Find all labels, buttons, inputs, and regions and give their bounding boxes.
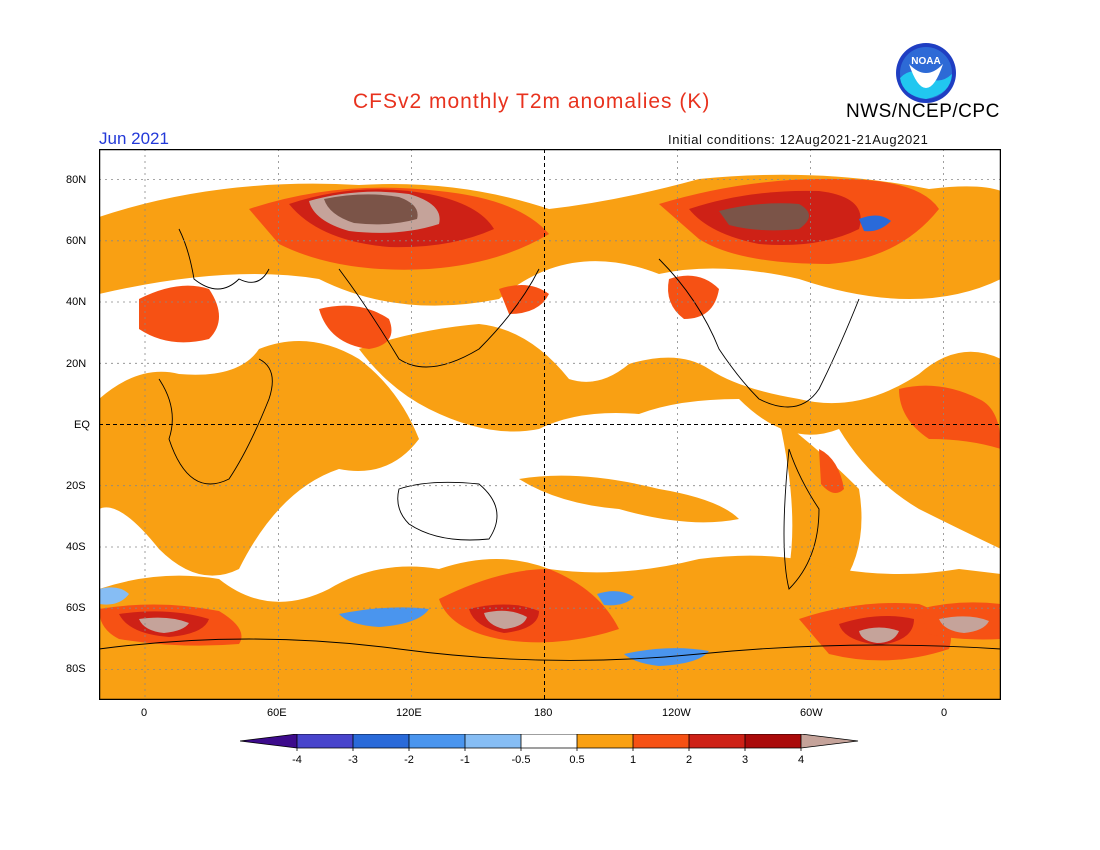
lat-label-60s: 60S (66, 602, 86, 614)
legend-tick-1: 1 (630, 754, 636, 764)
lon-label-0-right: 0 (941, 707, 948, 719)
legend-tick-4: 4 (798, 754, 804, 764)
legend-tick--0.5: -0.5 (512, 754, 531, 764)
legend-swatch-below--4 (240, 734, 297, 748)
graticule (99, 149, 1001, 700)
legend-swatch-1 (633, 734, 689, 748)
legend-tick--2: -2 (404, 754, 414, 764)
legend-swatch--2 (409, 734, 465, 748)
lon-label-120w: 120W (662, 707, 691, 719)
legend-swatch--1 (465, 734, 521, 748)
legend-tick-2: 2 (686, 754, 692, 764)
lat-label-40n: 40N (66, 296, 87, 308)
color-legend: -4 -3 -2 -1 -0.5 0.5 1 2 3 4 (239, 733, 862, 766)
lat-label-80s: 80S (66, 663, 86, 675)
lat-label-80n: 80N (66, 174, 87, 186)
lon-label-180: 180 (534, 707, 553, 719)
lat-label-20n: 20N (66, 358, 87, 370)
legend-swatch--3 (353, 734, 409, 748)
chart-title: CFSv2 monthly T2m anomalies (K) (353, 90, 711, 113)
legend-swatch--4 (297, 734, 353, 748)
legend-tick-3: 3 (742, 754, 748, 764)
coastlines (98, 228, 1002, 661)
logo-text: NOAA (911, 56, 940, 67)
legend-tick-0.5: 0.5 (569, 754, 584, 764)
legend-swatch-2 (689, 734, 745, 748)
legend-swatch-above-4 (801, 734, 858, 748)
lon-label-60e: 60E (267, 707, 287, 719)
agency-label: NWS/NCEP/CPC (846, 101, 1000, 122)
lat-label-60n: 60N (66, 235, 87, 247)
lon-label-120e: 120E (396, 707, 422, 719)
legend-tick--1: -1 (460, 754, 470, 764)
legend-swatch-3 (745, 734, 801, 748)
anomaly-map (98, 148, 1002, 701)
lon-label-0-left: 0 (141, 707, 148, 719)
lon-label-60w: 60W (800, 707, 823, 719)
initial-conditions-label: Initial conditions: 12Aug2021-21Aug2021 (668, 132, 929, 147)
lat-label-40s: 40S (66, 541, 86, 553)
anomaly-field (99, 174, 1001, 700)
legend-swatch-0.5 (577, 734, 633, 748)
reference-lines (99, 149, 1001, 700)
noaa-logo: NOAA (895, 42, 957, 104)
lat-label-eq: EQ (74, 419, 90, 431)
valid-month-label: Jun 2021 (99, 129, 169, 148)
lat-label-20s: 20S (66, 480, 86, 492)
legend-swatch--0.5 (521, 734, 577, 748)
legend-tick--3: -3 (348, 754, 358, 764)
legend-tick--4: -4 (292, 754, 302, 764)
